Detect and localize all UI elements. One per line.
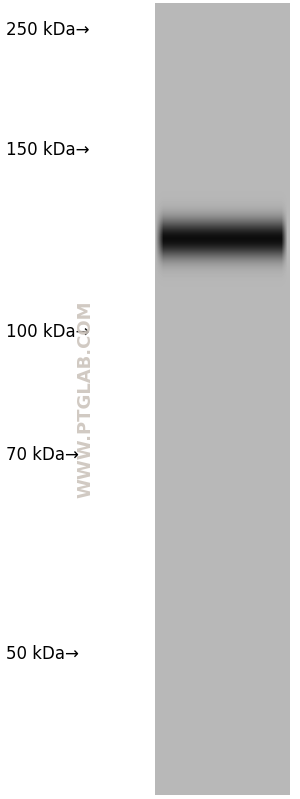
Text: 50 kDa→: 50 kDa→ — [6, 645, 79, 662]
Text: 150 kDa→: 150 kDa→ — [6, 141, 89, 159]
Text: WWW.PTGLAB.COM: WWW.PTGLAB.COM — [76, 300, 94, 499]
Text: 250 kDa→: 250 kDa→ — [6, 22, 89, 39]
Text: 70 kDa→: 70 kDa→ — [6, 447, 79, 464]
Text: 100 kDa→: 100 kDa→ — [6, 323, 89, 340]
